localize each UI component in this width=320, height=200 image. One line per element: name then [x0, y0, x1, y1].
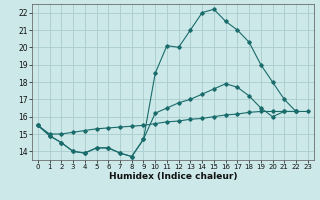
X-axis label: Humidex (Indice chaleur): Humidex (Indice chaleur)	[108, 172, 237, 181]
